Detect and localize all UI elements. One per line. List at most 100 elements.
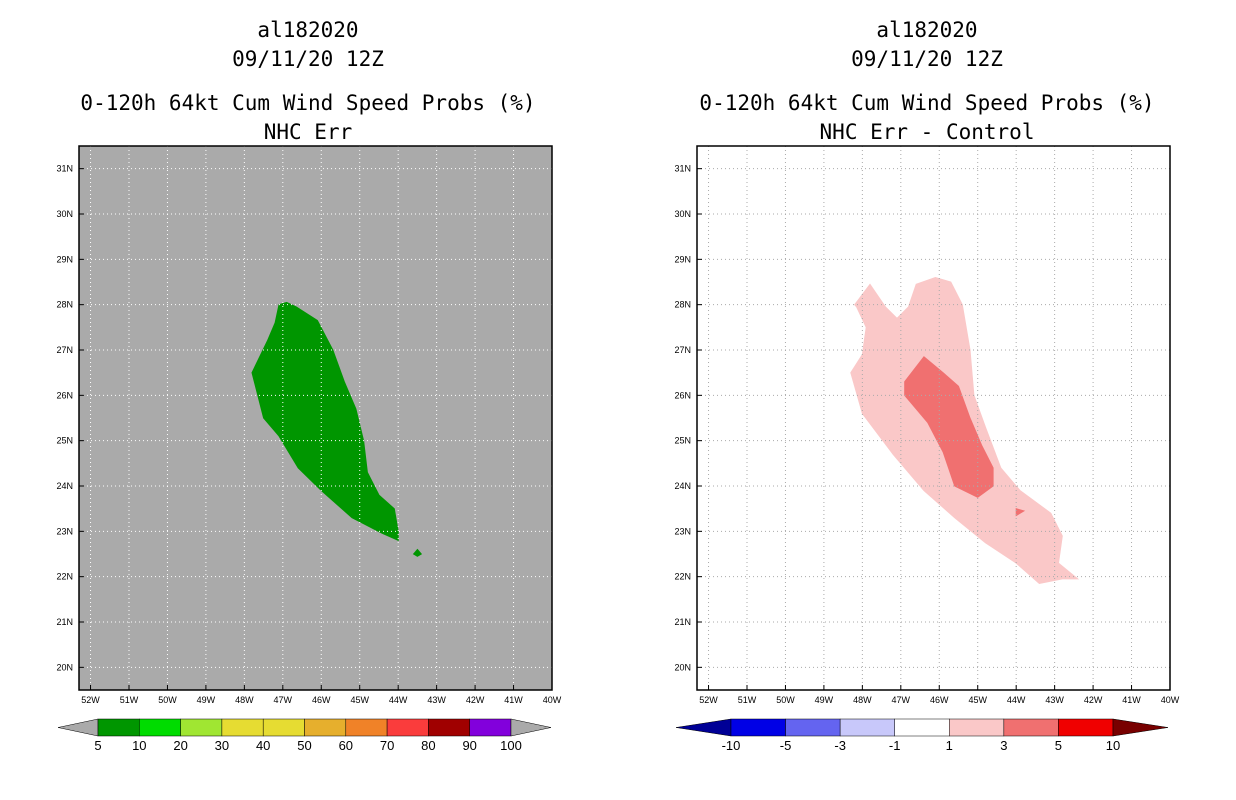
- y-tick-label: 27N: [674, 345, 691, 355]
- y-tick-label: 25N: [56, 436, 73, 446]
- x-tick-label: 49W: [815, 695, 834, 705]
- colorbar-label: -3: [834, 738, 846, 753]
- colorbar-segment: [97, 718, 140, 737]
- colorbar: -10 -5 -3 -1 1 3 5 10: [675, 718, 1169, 753]
- x-tick-label: 41W: [1122, 695, 1141, 705]
- colorbar-label: 90: [462, 738, 476, 753]
- x-tick-label: 51W: [738, 695, 757, 705]
- contour-region-3-5: [904, 356, 994, 498]
- colorbar-label: 30: [215, 738, 229, 753]
- y-tick-label: 23N: [674, 526, 691, 536]
- x-tick-label: 48W: [853, 695, 872, 705]
- colorbar-under-triangle: [675, 718, 732, 737]
- x-tick-label: 45W: [968, 695, 987, 705]
- x-tick-label: 46W: [312, 695, 331, 705]
- colorbar-label: -5: [780, 738, 792, 753]
- x-tick-label: 40W: [1161, 695, 1180, 705]
- y-tick-label: 20N: [674, 662, 691, 672]
- x-tick-label: 52W: [699, 695, 718, 705]
- chart-title-line: al182020: [257, 18, 358, 42]
- y-tick-label: 26N: [56, 390, 73, 400]
- x-tick-label: 42W: [1084, 695, 1103, 705]
- colorbar-segment: [345, 718, 388, 737]
- colorbar-segment: [1003, 718, 1059, 737]
- x-tick-label: 49W: [197, 695, 216, 705]
- x-tick-label: 43W: [1045, 695, 1064, 705]
- chart-title-line: 09/11/20 12Z: [851, 47, 1003, 71]
- x-tick-label: 50W: [776, 695, 795, 705]
- x-tick-label: 43W: [427, 695, 446, 705]
- y-tick-label: 22N: [674, 572, 691, 582]
- contour-region-3-5: [1015, 508, 1026, 517]
- x-tick-label: 40W: [543, 695, 562, 705]
- y-tick-label: 21N: [56, 617, 73, 627]
- y-tick-label: 29N: [56, 254, 73, 264]
- colorbar-over-triangle: [1112, 718, 1169, 737]
- colorbar-label: 40: [256, 738, 270, 753]
- chart-title-line: 0-120h 64kt Cum Wind Speed Probs (%): [80, 91, 535, 115]
- chart-panel-left: al182020 09/11/20 12Z 0-120h 64kt Cum Wind…: [56, 18, 561, 753]
- colorbar: 5 10 20 30 40 50 60 70 80 90 100: [57, 718, 552, 753]
- colorbar-segment: [469, 718, 512, 737]
- colorbar-segment: [785, 718, 841, 737]
- colorbar-label: 3: [1000, 738, 1007, 753]
- y-tick-label: 25N: [674, 436, 691, 446]
- y-tick-label: 28N: [674, 300, 691, 310]
- colorbar-segment: [894, 718, 950, 737]
- colorbar-over-triangle: [510, 718, 552, 737]
- plot-frame: [78, 145, 553, 691]
- colorbar-label: 20: [173, 738, 187, 753]
- colorbar-label: 70: [380, 738, 394, 753]
- y-tick-label: 31N: [674, 164, 691, 174]
- chart-title-line: NHC Err - Control: [820, 120, 1035, 144]
- x-tick-label: 41W: [504, 695, 523, 705]
- colorbar-segment: [949, 718, 1005, 737]
- y-tick-label: 31N: [56, 164, 73, 174]
- colorbar-segment: [180, 718, 223, 737]
- y-tick-label: 24N: [56, 481, 73, 491]
- y-tick-label: 24N: [674, 481, 691, 491]
- y-tick-label: 29N: [674, 254, 691, 264]
- chart-title-line: al182020: [876, 18, 977, 42]
- contour-region-5-10: [412, 548, 423, 557]
- colorbar-label: 10: [132, 738, 146, 753]
- plot-area: [697, 146, 1170, 690]
- x-tick-label: 44W: [1007, 695, 1026, 705]
- colorbar-segment: [839, 718, 895, 737]
- y-tick-label: 30N: [56, 209, 73, 219]
- colorbar-segment: [386, 718, 429, 737]
- colorbar-label: 10: [1106, 738, 1120, 753]
- y-tick-label: 20N: [56, 662, 73, 672]
- x-tick-label: 47W: [274, 695, 293, 705]
- colorbar-label: 60: [339, 738, 353, 753]
- y-tick-label: 27N: [56, 345, 73, 355]
- plot-frame: [696, 145, 1171, 691]
- colorbar-label: 80: [421, 738, 435, 753]
- colorbar-segment: [304, 718, 347, 737]
- colorbar-label: 50: [297, 738, 311, 753]
- x-tick-label: 44W: [389, 695, 408, 705]
- colorbar-segment: [221, 718, 264, 737]
- colorbar-label: -10: [722, 738, 741, 753]
- colorbar-label: 5: [1055, 738, 1062, 753]
- colorbar-under-triangle: [57, 718, 99, 737]
- chart-panel-right: al182020 09/11/20 12Z 0-120h 64kt Cum Wind…: [674, 18, 1179, 753]
- colorbar-segment: [428, 718, 470, 737]
- y-tick-label: 28N: [56, 300, 73, 310]
- x-tick-label: 52W: [81, 695, 100, 705]
- colorbar-segment: [730, 718, 786, 737]
- plot-area: [79, 146, 552, 690]
- chart-title-line: 09/11/20 12Z: [232, 47, 384, 71]
- colorbar-segment: [1058, 718, 1114, 737]
- x-tick-label: 46W: [930, 695, 949, 705]
- colorbar-label: 5: [94, 738, 101, 753]
- x-tick-label: 47W: [892, 695, 911, 705]
- y-tick-label: 23N: [56, 526, 73, 536]
- x-tick-label: 51W: [120, 695, 139, 705]
- x-tick-label: 48W: [235, 695, 254, 705]
- colorbar-label: -1: [889, 738, 901, 753]
- y-tick-label: 22N: [56, 572, 73, 582]
- y-tick-label: 26N: [674, 390, 691, 400]
- colorbar-label: 100: [500, 738, 522, 753]
